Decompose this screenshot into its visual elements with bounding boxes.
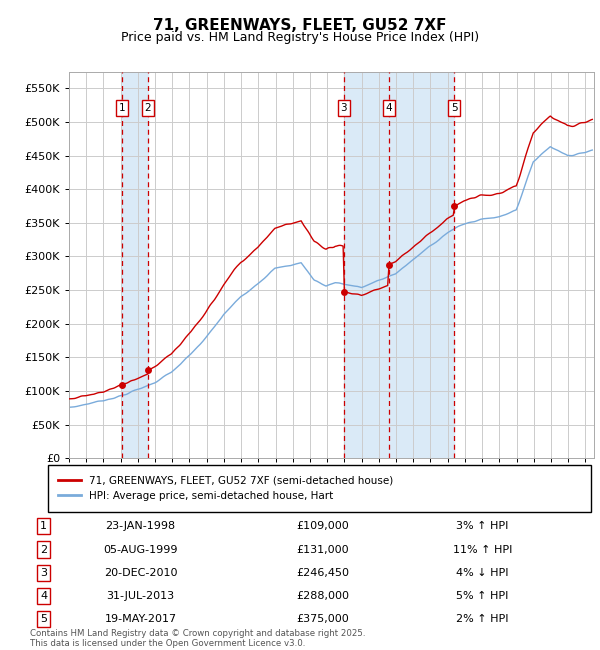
Text: 20-DEC-2010: 20-DEC-2010 (104, 567, 177, 578)
Text: 2: 2 (40, 545, 47, 554)
Text: 05-AUG-1999: 05-AUG-1999 (103, 545, 178, 554)
Text: 4: 4 (386, 103, 392, 113)
Text: £131,000: £131,000 (296, 545, 349, 554)
Bar (344, 72, 389, 458)
Text: 4: 4 (40, 591, 47, 601)
Text: £109,000: £109,000 (296, 521, 349, 531)
Text: £375,000: £375,000 (296, 614, 349, 624)
Text: Contains HM Land Registry data © Crown copyright and database right 2025.
This d: Contains HM Land Registry data © Crown c… (30, 629, 365, 648)
Text: 3: 3 (341, 103, 347, 113)
Text: Price paid vs. HM Land Registry's House Price Index (HPI): Price paid vs. HM Land Registry's House … (121, 31, 479, 44)
Bar (389, 72, 454, 458)
Text: £246,450: £246,450 (296, 567, 349, 578)
Text: 71, GREENWAYS, FLEET, GU52 7XF: 71, GREENWAYS, FLEET, GU52 7XF (153, 18, 447, 33)
Text: 5: 5 (451, 103, 458, 113)
Text: 1: 1 (119, 103, 125, 113)
Text: 19-MAY-2017: 19-MAY-2017 (104, 614, 176, 624)
Text: 3% ↑ HPI: 3% ↑ HPI (457, 521, 509, 531)
Text: 2: 2 (145, 103, 151, 113)
Bar (122, 72, 148, 458)
Text: 2% ↑ HPI: 2% ↑ HPI (457, 614, 509, 624)
Text: 5: 5 (40, 614, 47, 624)
Text: 23-JAN-1998: 23-JAN-1998 (106, 521, 175, 531)
Text: 4% ↓ HPI: 4% ↓ HPI (457, 567, 509, 578)
Legend: 71, GREENWAYS, FLEET, GU52 7XF (semi-detached house), HPI: Average price, semi-d: 71, GREENWAYS, FLEET, GU52 7XF (semi-det… (53, 471, 397, 505)
Text: 5% ↑ HPI: 5% ↑ HPI (457, 591, 509, 601)
Text: £288,000: £288,000 (296, 591, 349, 601)
Text: 11% ↑ HPI: 11% ↑ HPI (453, 545, 512, 554)
Text: 31-JUL-2013: 31-JUL-2013 (106, 591, 175, 601)
Text: 3: 3 (40, 567, 47, 578)
Text: 1: 1 (40, 521, 47, 531)
